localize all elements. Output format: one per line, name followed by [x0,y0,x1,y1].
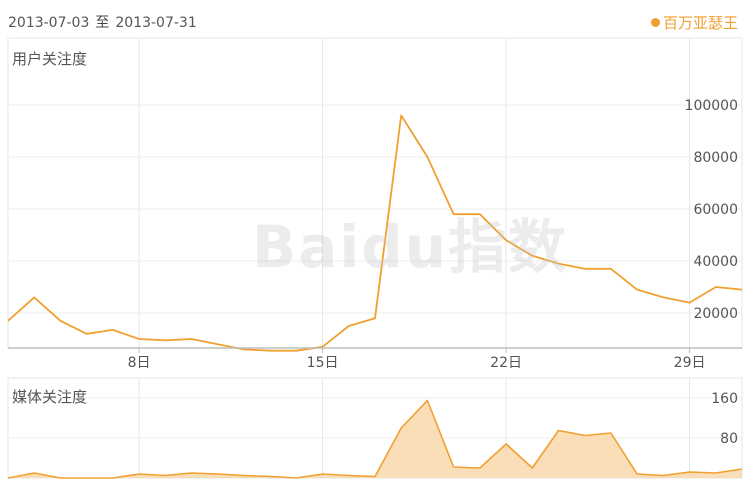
upper-x-tick-label: 8日 [128,355,151,371]
upper-panel-frame [7,37,743,349]
upper-y-ticks: 20000 40000 60000 80000 100000 [685,98,738,322]
date-separator: 至 [95,15,110,31]
lower-grid [8,378,742,478]
upper-x-ticks: 8日 15日 22日 29日 [128,348,706,371]
lower-y-tick-label: 160 [711,391,738,407]
upper-grid [8,38,742,348]
lower-series [7,399,743,479]
date-start: 2013-07-03 [8,15,90,31]
legend-dot-icon [650,18,660,27]
upper-y-tick-label: 40000 [693,254,738,270]
upper-y-tick-label: 100000 [685,98,738,114]
upper-panel-title: 用户关注度 [12,50,88,68]
chart-header: 2013-07-03 至 2013-07-31 百万亚瑟王 [0,0,750,40]
upper-series [7,114,743,352]
lower-series-area [8,400,742,478]
legend-label: 百万亚瑟王 [662,14,738,32]
lower-panel-frame [7,377,743,479]
upper-x-tick-label: 22日 [490,355,522,371]
date-end: 2013-07-31 [115,15,197,31]
legend[interactable]: 百万亚瑟王 [650,12,738,33]
upper-y-tick-label: 60000 [693,202,738,218]
upper-x-tick-label: 15日 [307,355,339,371]
lower-y-tick-label: 80 [720,431,738,447]
date-range: 2013-07-03 至 2013-07-31 [8,12,197,32]
upper-x-tick-label: 29日 [674,355,706,371]
upper-y-tick-label: 20000 [693,306,738,322]
lower-series-line [7,399,743,479]
upper-y-tick-label: 80000 [693,150,738,166]
lower-y-ticks: 80 160 [711,391,738,447]
lower-panel-title: 媒体关注度 [12,388,88,406]
